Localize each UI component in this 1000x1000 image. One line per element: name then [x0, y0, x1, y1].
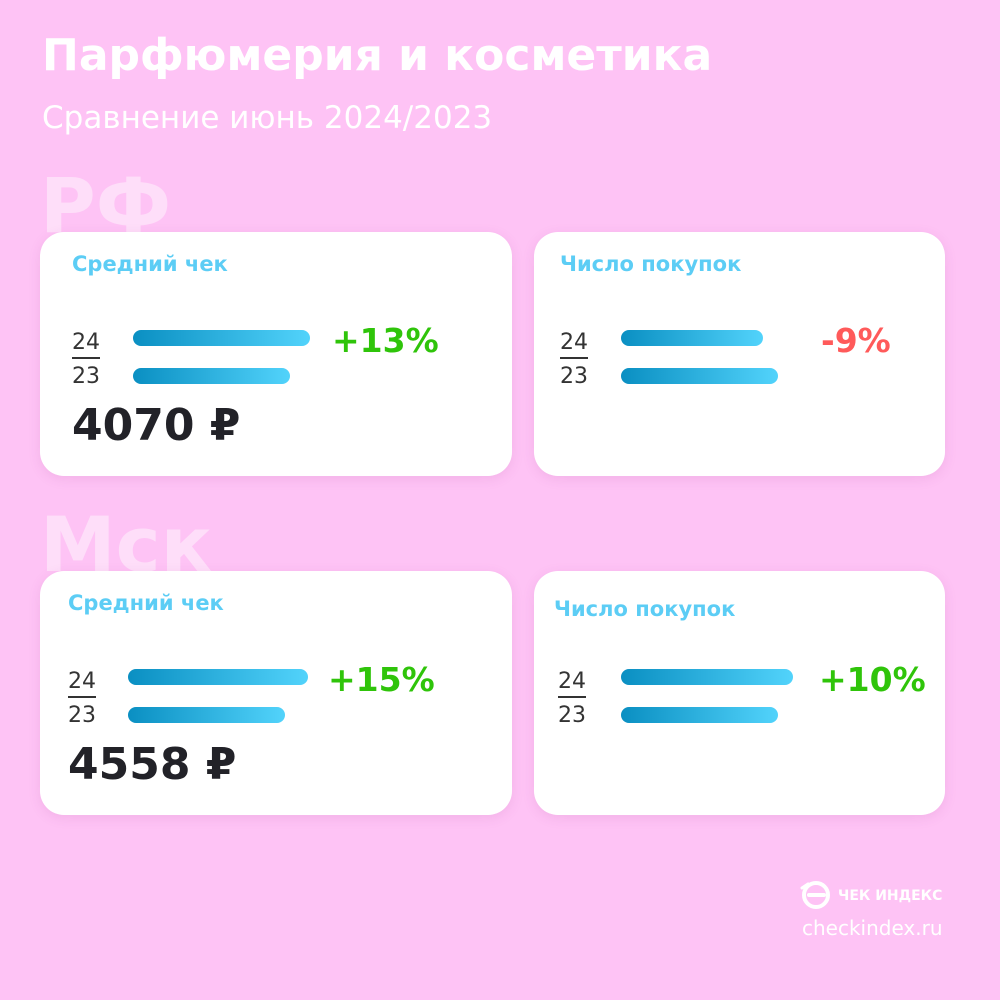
region-label-rf: РФ: [40, 161, 172, 250]
change-percent: +13%: [332, 321, 439, 360]
card-title: Средний чек: [72, 252, 228, 276]
checkindex-logo-icon: [800, 881, 830, 909]
year-label-current: 24: [72, 330, 100, 355]
bar-2024: [621, 669, 793, 685]
bar-2023: [133, 368, 290, 384]
year-divider: [72, 357, 100, 359]
card-title: Число покупок: [554, 597, 736, 621]
average-check-value: 4070 ₽: [72, 400, 241, 451]
card-title: Средний чек: [68, 591, 224, 615]
card-title: Число покупок: [560, 252, 742, 276]
change-percent: +15%: [328, 660, 435, 699]
bar-2024: [133, 330, 310, 346]
region-label-msk: Мск: [40, 500, 213, 589]
bar-2024: [128, 669, 308, 685]
year-label-current: 24: [560, 330, 588, 355]
year-divider: [68, 696, 96, 698]
year-label-current: 24: [68, 669, 96, 694]
card-rf-purchases: Число покупок 24 23 -9%: [534, 232, 945, 476]
year-label-previous: 23: [72, 364, 100, 389]
year-label-previous: 23: [558, 703, 586, 728]
card-rf-avg-check: Средний чек 24 23 +13% 4070 ₽: [40, 232, 512, 476]
card-msk-avg-check: Средний чек 24 23 +15% 4558 ₽: [40, 571, 512, 815]
page-subtitle: Сравнение июнь 2024/2023: [42, 100, 493, 136]
page-title: Парфюмерия и косметика: [42, 30, 713, 81]
bar-2023: [621, 707, 778, 723]
bar-2023: [128, 707, 285, 723]
card-msk-purchases: Число покупок 24 23 +10%: [534, 571, 945, 815]
change-percent: -9%: [821, 321, 891, 360]
year-divider: [560, 357, 588, 359]
year-divider: [558, 696, 586, 698]
average-check-value: 4558 ₽: [68, 739, 237, 790]
brand-name: ЧЕК ИНДЕКС: [838, 888, 943, 904]
year-label-previous: 23: [68, 703, 96, 728]
change-percent: +10%: [819, 660, 926, 699]
bar-2023: [621, 368, 778, 384]
bar-2024: [621, 330, 763, 346]
brand-url: checkindex.ru: [802, 916, 943, 940]
year-label-current: 24: [558, 669, 586, 694]
year-label-previous: 23: [560, 364, 588, 389]
